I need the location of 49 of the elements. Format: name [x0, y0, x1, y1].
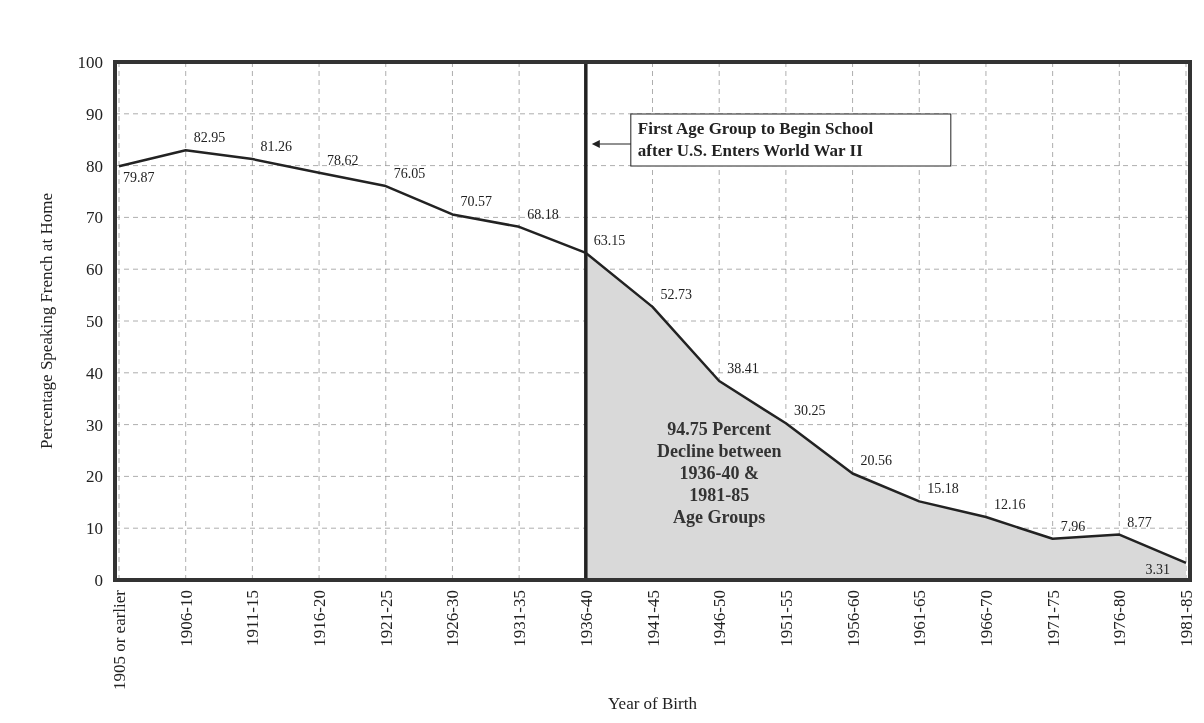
data-label: 30.25: [793, 403, 826, 419]
data-label: 63.15: [593, 232, 626, 248]
data-label: 38.41: [727, 361, 759, 377]
x-tick-label: 1911-15: [243, 590, 263, 647]
data-label: 82.95: [193, 130, 226, 146]
x-tick-label: 1976-80: [1110, 590, 1130, 647]
y-tick-label: 70: [86, 208, 103, 228]
y-tick-label: 10: [86, 519, 103, 539]
data-label: 52.73: [660, 286, 692, 302]
ref-line-label: First Age Group to Begin School after U.S. Enters World War II: [637, 119, 874, 160]
y-tick-label: 0: [94, 571, 103, 590]
x-tick-label: 1916-20: [310, 590, 330, 647]
x-tick-label: 1941-45: [643, 590, 663, 647]
data-label: 76.05: [393, 166, 426, 182]
data-label: 68.18: [527, 206, 559, 222]
x-tick-label: 1931-35: [510, 590, 530, 647]
data-label: 3.31: [1145, 561, 1170, 577]
data-label: 20.56: [860, 453, 893, 469]
x-tick-label: 1921-25: [376, 590, 396, 647]
x-tick-label: 1926-30: [443, 590, 463, 647]
y-tick-label: 40: [86, 363, 103, 383]
y-tick-label: 20: [86, 467, 103, 487]
data-label: 81.26: [260, 139, 292, 155]
x-tick-label: 1906-10: [176, 590, 196, 647]
data-label: 70.57: [460, 194, 492, 210]
x-axis-title: Year of Birth: [608, 694, 698, 713]
data-label: 7.96: [1060, 518, 1086, 534]
annotation: 94.75 Percent Decline between 1936-40 & 1981-85 Age Groups: [656, 418, 782, 527]
x-tick-label: 1905 or earlier: [110, 589, 129, 691]
y-tick-label: 60: [86, 260, 103, 280]
x-tick-label: 1981-85: [1177, 590, 1196, 647]
y-axis-title: Percentage Speaking French at Home: [37, 193, 56, 449]
y-tick-label: 30: [86, 415, 103, 435]
y-tick-label: 80: [86, 156, 103, 176]
data-label: 12.16: [993, 497, 1026, 513]
data-label: 15.18: [927, 481, 959, 497]
data-label: 78.62: [327, 152, 359, 168]
x-tick-label: 1946-50: [710, 590, 730, 647]
x-tick-label: 1961-65: [910, 590, 930, 647]
data-label: 79.87: [123, 170, 155, 186]
data-label: 8.77: [1127, 514, 1152, 530]
x-tick-label: 1951-55: [776, 590, 796, 647]
x-tick-label: 1966-70: [976, 590, 996, 647]
y-tick-label: 90: [86, 104, 103, 124]
x-tick-label: 1971-75: [1043, 590, 1063, 647]
y-tick-label: 50: [86, 312, 103, 331]
y-tick-label: 100: [77, 53, 103, 72]
x-tick-label: 1936-40: [576, 590, 596, 647]
x-tick-label: 1956-60: [843, 590, 863, 647]
